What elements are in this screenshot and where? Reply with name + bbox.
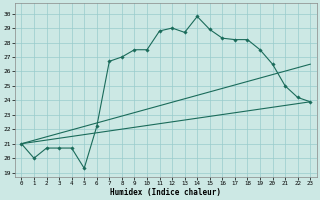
X-axis label: Humidex (Indice chaleur): Humidex (Indice chaleur) (110, 188, 221, 197)
